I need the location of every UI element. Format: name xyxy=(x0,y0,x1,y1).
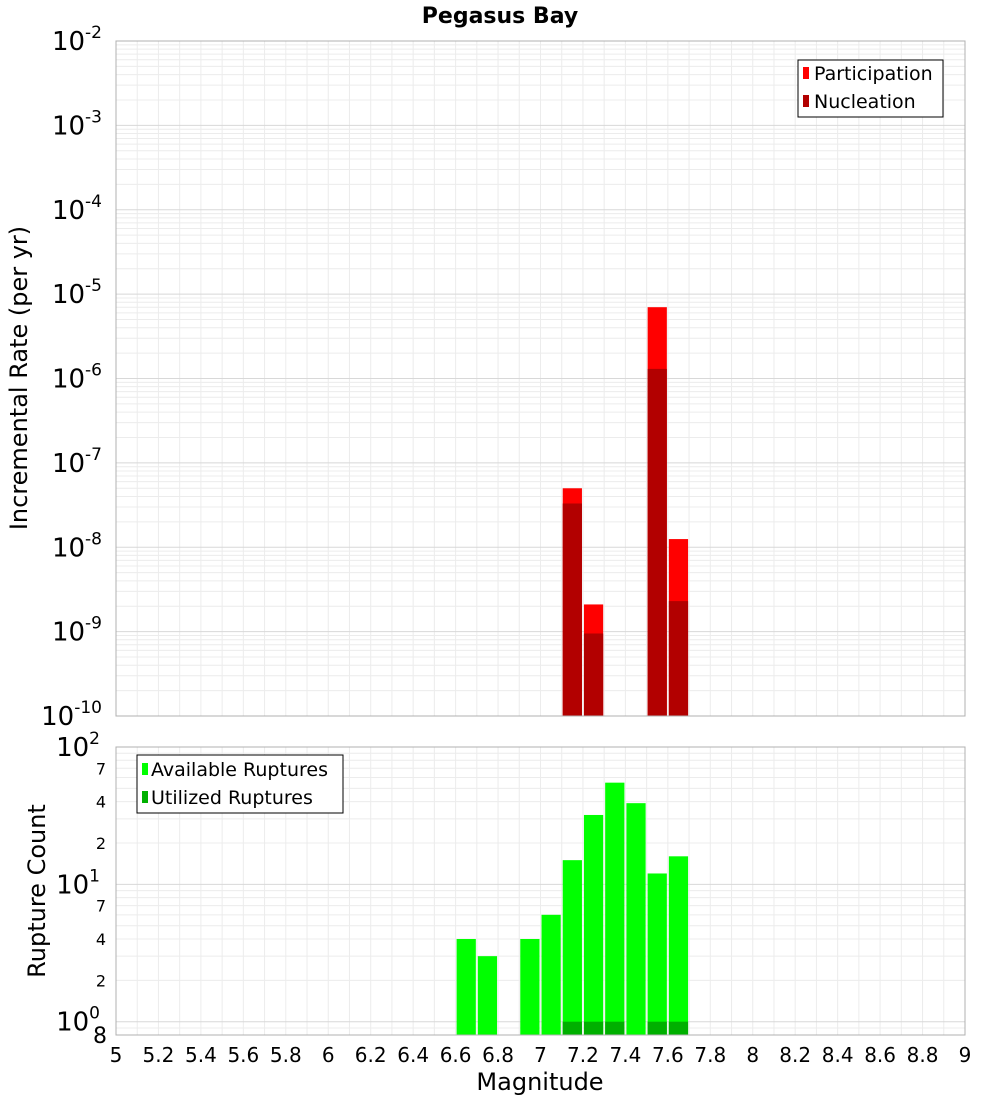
x-tick-label: 8.2 xyxy=(779,1043,811,1067)
x-tick-label: 7.4 xyxy=(609,1043,641,1067)
x-tick-label: 6.4 xyxy=(397,1043,429,1067)
rate-plot-border xyxy=(115,40,966,717)
count-bar-utilized xyxy=(562,1021,582,1035)
rate-y-tick-label: 10-8 xyxy=(52,529,102,563)
rate-legend-label: Participation xyxy=(814,63,933,85)
x-tick-label: 7.2 xyxy=(567,1043,599,1067)
x-tick-label: 8 xyxy=(746,1043,759,1067)
x-tick-label: 7 xyxy=(534,1043,547,1067)
rate-bar-nucleation xyxy=(668,601,689,716)
chart-title: Pegasus Bay xyxy=(422,4,578,29)
count-bar-available xyxy=(477,956,498,1035)
count-bar-utilized xyxy=(668,1021,689,1035)
count-y-minor-label: 7 xyxy=(96,759,106,778)
count-legend-label: Utilized Ruptures xyxy=(151,787,313,809)
x-tick-label: 7.6 xyxy=(652,1043,684,1067)
count-legend-swatch xyxy=(142,791,148,803)
x-tick-label: 8.8 xyxy=(907,1043,939,1067)
count-plot-border xyxy=(115,746,966,1036)
count-y-minor-label: 2 xyxy=(96,834,106,853)
x-tick-label: 9 xyxy=(959,1043,972,1067)
rate-y-tick-label: 10-7 xyxy=(52,445,102,479)
count-bar-available xyxy=(626,803,646,1035)
x-tick-label: 6.6 xyxy=(440,1043,472,1067)
rate-y-tick-label: 10-6 xyxy=(52,361,102,395)
count-bar-available xyxy=(541,914,561,1035)
count-y-minor-label: 7 xyxy=(96,897,106,916)
count-bar-available xyxy=(647,873,667,1035)
count-y-axis-label: Rupture Count xyxy=(23,804,51,978)
rate-legend: Participation Nucleation xyxy=(797,59,944,118)
x-tick-label: 5.4 xyxy=(185,1043,217,1067)
count-y-minor-label: 8 xyxy=(93,1024,107,1049)
x-tick-label: 5.2 xyxy=(143,1043,175,1067)
rate-panel: Pegasus Bay 10-10 10-9 10-8 10-7 10-6 10-5 10-4… xyxy=(5,4,966,732)
count-bar-available xyxy=(668,856,689,1035)
count-legend: Available Ruptures Utilized Ruptures xyxy=(136,754,344,814)
rate-y-tick-label: 10-9 xyxy=(52,614,102,648)
count-bar-available xyxy=(456,939,476,1035)
count-bar-utilized xyxy=(583,1021,604,1035)
rate-y-tick-label: 10-10 xyxy=(41,698,102,732)
count-y-major-label: 102 xyxy=(56,729,100,763)
count-bar-available xyxy=(520,939,540,1035)
x-tick-label: 5.6 xyxy=(227,1043,259,1067)
count-panel: 100 101 102 8 2 4 7 2 4 7 5 5.2 5.4 5.6 5.8 6 6.2 6.4 6.6 6… xyxy=(23,729,971,1096)
x-tick-label: 6.8 xyxy=(482,1043,514,1067)
count-bar-available xyxy=(583,814,604,1035)
x-tick-label: 6 xyxy=(322,1043,335,1067)
count-series-available xyxy=(456,782,689,1035)
x-axis-label: Magnitude xyxy=(476,1068,603,1096)
count-y-major-label: 100 xyxy=(56,1004,100,1038)
rate-legend-box xyxy=(797,59,944,118)
rate-bar-nucleation xyxy=(583,633,604,716)
count-y-minor-label: 4 xyxy=(96,793,106,812)
rate-y-axis-label: Incremental Rate (per yr) xyxy=(5,226,33,530)
count-legend-label: Available Ruptures xyxy=(151,759,328,781)
x-tick-label: 6.2 xyxy=(355,1043,387,1067)
count-y-minor-label: 4 xyxy=(96,930,106,949)
count-bar-available xyxy=(605,782,625,1035)
x-tick-label: 5.8 xyxy=(270,1043,302,1067)
x-tick-label: 7.8 xyxy=(694,1043,726,1067)
rate-legend-swatch xyxy=(803,67,809,79)
count-bar-utilized xyxy=(647,1021,667,1035)
rate-series-nucleation xyxy=(562,368,689,716)
rate-legend-label: Nucleation xyxy=(814,91,916,113)
rate-y-tick-label: 10-4 xyxy=(52,192,102,226)
count-legend-box xyxy=(136,754,344,814)
rate-bar-nucleation xyxy=(562,503,582,716)
count-y-minor-label: 2 xyxy=(96,971,106,990)
count-bar-utilized xyxy=(605,1021,625,1035)
x-tick-label: 8.4 xyxy=(822,1043,854,1067)
count-y-major-label: 101 xyxy=(56,866,100,900)
count-bar-available xyxy=(562,860,582,1035)
count-series-utilized xyxy=(562,1021,689,1035)
rate-y-tick-label: 10-5 xyxy=(52,276,102,310)
rate-y-tick-label: 10-3 xyxy=(52,107,102,141)
x-tick-label: 5 xyxy=(110,1043,123,1067)
rate-y-tick-label: 10-2 xyxy=(52,23,102,57)
x-tick-label: 8.6 xyxy=(864,1043,896,1067)
rate-grid xyxy=(115,41,966,717)
count-legend-swatch xyxy=(142,763,148,775)
rate-bar-nucleation xyxy=(647,368,667,716)
rate-legend-swatch xyxy=(803,95,809,107)
